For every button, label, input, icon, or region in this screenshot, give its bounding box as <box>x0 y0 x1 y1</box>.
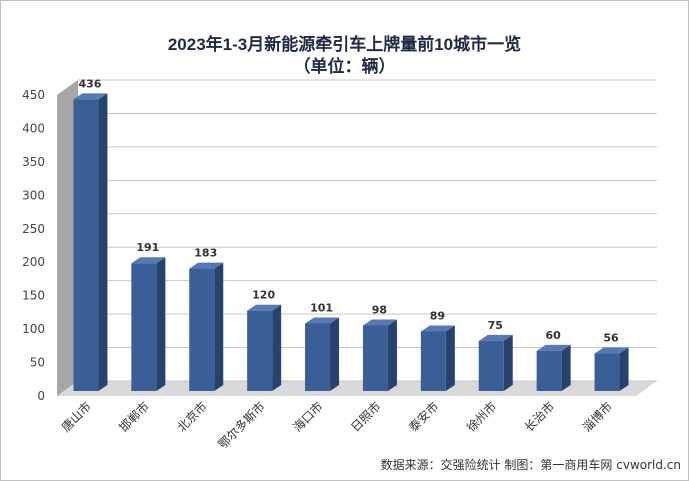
bar <box>594 353 620 391</box>
x-tick-label: 邯郸市 <box>116 399 152 435</box>
bar-side <box>503 334 513 391</box>
bar-side <box>156 257 166 391</box>
bar <box>131 263 157 391</box>
y-tick-label: 200 <box>22 255 45 269</box>
bar <box>420 331 446 391</box>
bar-top <box>420 325 455 332</box>
bar-top <box>305 317 340 324</box>
bar-top <box>594 347 629 354</box>
bar-side <box>619 347 629 391</box>
chart-title: 2023年1-3月新能源牵引车上牌量前10城市一览 <box>167 35 522 54</box>
y-tick-label: 250 <box>22 222 45 236</box>
chart-side-wall <box>57 80 78 396</box>
bar <box>305 323 331 391</box>
y-tick-label: 100 <box>22 322 45 336</box>
bar <box>536 350 562 391</box>
data-label: 56 <box>603 332 619 345</box>
bar-side <box>330 317 340 391</box>
x-tick-label: 日照市 <box>347 399 383 435</box>
data-label: 191 <box>136 241 159 254</box>
data-label: 89 <box>430 309 445 322</box>
data-label: 436 <box>78 77 101 90</box>
bar <box>362 325 388 391</box>
y-tick-label: 50 <box>30 356 45 370</box>
bar-top <box>536 344 571 351</box>
x-tick-label: 海口市 <box>290 399 326 435</box>
y-tick-label: 350 <box>22 155 45 169</box>
bar-top <box>131 257 166 264</box>
y-tick-label: 150 <box>22 289 45 303</box>
bar-top <box>189 262 224 269</box>
data-label: 101 <box>310 301 333 314</box>
data-label: 75 <box>488 319 503 332</box>
data-label: 60 <box>545 329 561 342</box>
x-tick-label: 长治市 <box>521 399 557 435</box>
x-tick-label: 鄂尔多斯市 <box>215 399 268 452</box>
bar-side <box>561 344 571 391</box>
y-tick-label: 450 <box>22 88 45 102</box>
data-label: 98 <box>372 303 387 316</box>
y-tick-label: 400 <box>22 121 45 135</box>
bar <box>189 268 215 391</box>
y-tick-label: 0 <box>37 389 45 403</box>
bar-side <box>272 304 282 391</box>
x-tick-label: 徐州市 <box>463 399 499 435</box>
bar-top <box>362 319 397 326</box>
y-tick-label: 300 <box>22 188 45 202</box>
chart-subtitle: （单位：辆） <box>293 57 396 76</box>
x-tick-label: 唐山市 <box>58 399 94 435</box>
source-note: 数据来源：交强险统计 制图：第一商用车网 cvworld.cn <box>380 458 681 472</box>
bar-side <box>214 262 224 391</box>
chart-title-block: 2023年1-3月新能源牵引车上牌量前10城市一览 （单位：辆） <box>0 34 689 78</box>
bar-side <box>387 319 397 391</box>
x-tick-label: 北京市 <box>174 399 210 435</box>
bar-side <box>98 93 108 391</box>
bar <box>247 310 273 391</box>
data-label: 120 <box>252 289 275 302</box>
bar <box>478 340 504 391</box>
bar-side <box>445 325 455 391</box>
x-tick-label: 淄博市 <box>579 399 615 435</box>
bar-top <box>478 334 513 341</box>
bar-top <box>247 304 282 311</box>
bar-top <box>73 93 108 100</box>
x-tick-label: 泰安市 <box>405 399 441 435</box>
bar <box>73 99 99 391</box>
data-label: 183 <box>194 247 217 260</box>
